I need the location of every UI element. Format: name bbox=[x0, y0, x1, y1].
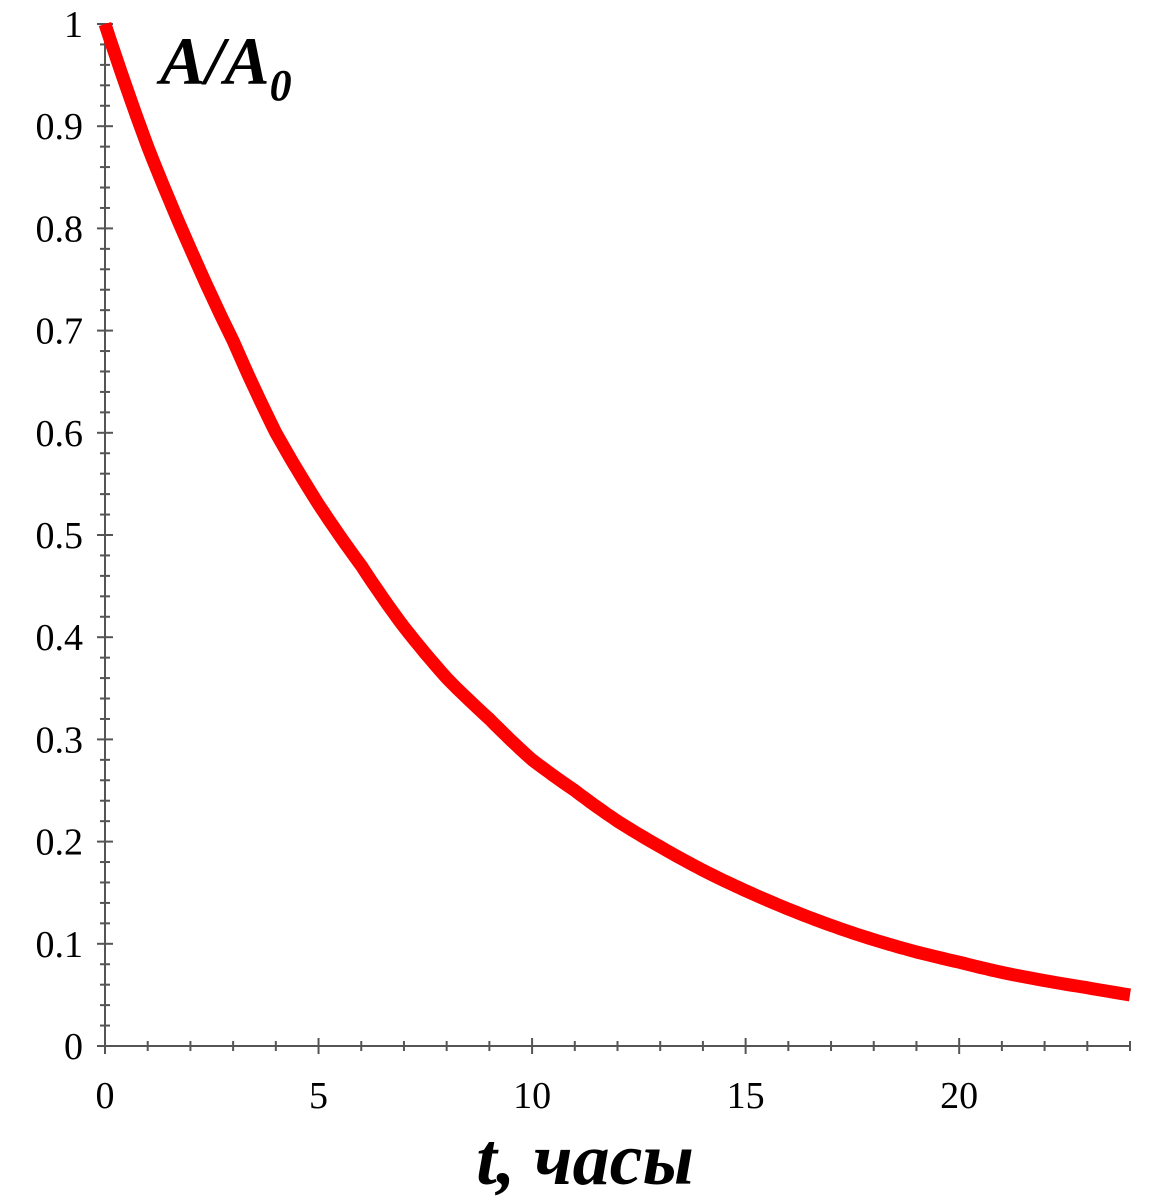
y-tick-label: 0.7 bbox=[36, 311, 84, 353]
ticks bbox=[97, 23, 1131, 1054]
axes bbox=[104, 24, 1130, 1047]
x-tick-label: 15 bbox=[727, 1075, 765, 1117]
y-tick-label: 0.4 bbox=[36, 617, 84, 659]
series-layer bbox=[98, 21, 1132, 1002]
y-tick-label: 0.5 bbox=[36, 515, 84, 557]
y-tick-label: 0 bbox=[64, 1026, 83, 1068]
y-axis-label-subscript: 0 bbox=[270, 61, 292, 110]
decay-curve bbox=[98, 21, 1132, 1002]
y-tick-label: 0.2 bbox=[36, 822, 84, 864]
y-tick-label: 0.8 bbox=[36, 208, 84, 250]
y-tick-label: 0.9 bbox=[36, 106, 84, 148]
y-tick-label: 0.6 bbox=[36, 413, 84, 455]
x-axis-label: t, часы bbox=[476, 1119, 694, 1200]
y-tick-label: 0.3 bbox=[36, 719, 84, 761]
y-axis-label-main: A/A bbox=[156, 23, 270, 99]
tick-labels: 0 5 10 15 20 0 0.1 0.2 0.3 0.4 0.5 0.6 0.7 0.8 0.9 1 bbox=[36, 4, 979, 1117]
y-axis-label: A/A0 bbox=[156, 23, 292, 110]
x-tick-label: 5 bbox=[309, 1075, 328, 1117]
x-tick-label: 0 bbox=[96, 1075, 115, 1117]
y-tick-label: 0.1 bbox=[36, 924, 84, 966]
x-tick-label: 10 bbox=[513, 1075, 551, 1117]
x-tick-label: 20 bbox=[940, 1075, 978, 1117]
y-tick-label: 1 bbox=[64, 4, 83, 46]
